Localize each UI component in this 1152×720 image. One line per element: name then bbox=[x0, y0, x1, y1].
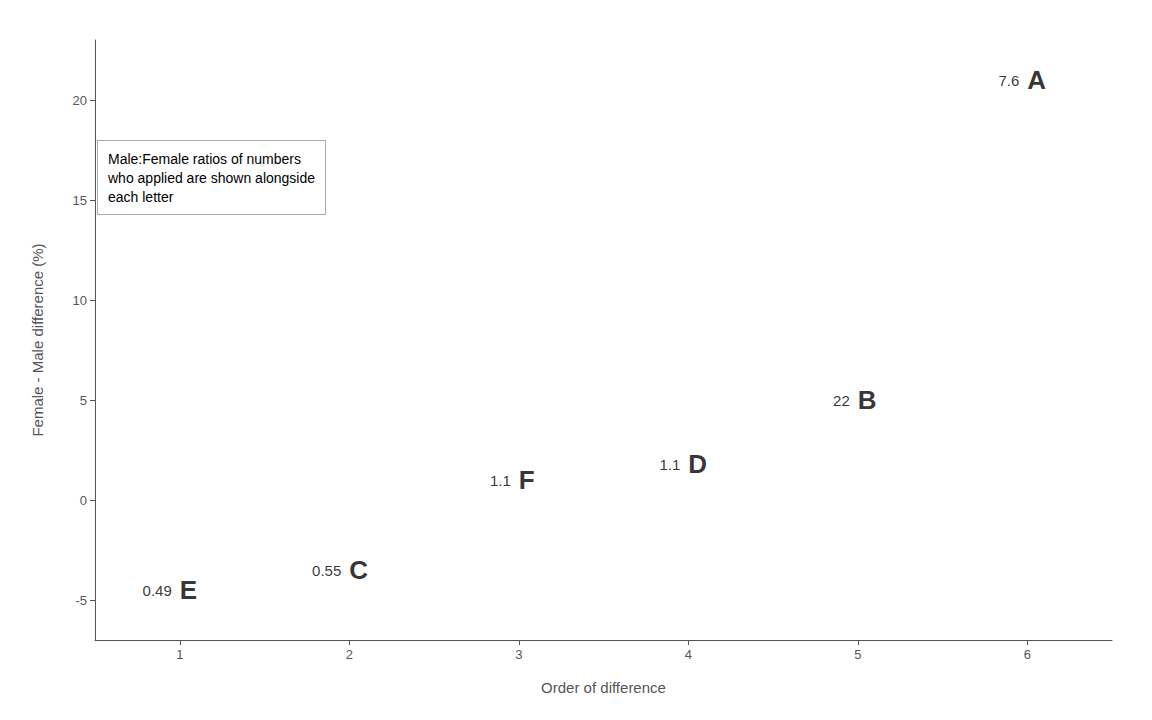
svg-text:6: 6 bbox=[1024, 647, 1031, 662]
svg-text:Male:Female ratios of numbers: Male:Female ratios of numbers bbox=[108, 151, 301, 167]
svg-text:0: 0 bbox=[80, 493, 87, 508]
svg-text:B: B bbox=[858, 385, 877, 415]
svg-text:C: C bbox=[349, 555, 368, 585]
svg-text:22: 22 bbox=[833, 392, 850, 409]
svg-text:A: A bbox=[1027, 65, 1046, 95]
svg-text:2: 2 bbox=[346, 647, 353, 662]
svg-text:15: 15 bbox=[73, 193, 87, 208]
svg-text:4: 4 bbox=[685, 647, 692, 662]
svg-text:1.1: 1.1 bbox=[490, 472, 511, 489]
svg-text:E: E bbox=[180, 575, 197, 605]
svg-text:7.6: 7.6 bbox=[998, 72, 1019, 89]
svg-text:who applied are shown alongsid: who applied are shown alongside bbox=[107, 170, 315, 186]
svg-text:1.1: 1.1 bbox=[659, 456, 680, 473]
svg-text:20: 20 bbox=[73, 93, 87, 108]
svg-text:0.55: 0.55 bbox=[312, 562, 341, 579]
svg-text:Female - Male difference (%): Female - Male difference (%) bbox=[29, 243, 46, 436]
svg-text:5: 5 bbox=[854, 647, 861, 662]
svg-text:10: 10 bbox=[73, 293, 87, 308]
svg-text:Order of difference: Order of difference bbox=[541, 679, 666, 696]
svg-text:each letter: each letter bbox=[108, 189, 174, 205]
svg-text:1: 1 bbox=[176, 647, 183, 662]
svg-text:0.49: 0.49 bbox=[143, 582, 172, 599]
svg-text:-5: -5 bbox=[75, 593, 87, 608]
svg-text:5: 5 bbox=[80, 393, 87, 408]
svg-text:3: 3 bbox=[515, 647, 522, 662]
svg-text:D: D bbox=[688, 449, 707, 479]
svg-text:F: F bbox=[519, 465, 535, 495]
